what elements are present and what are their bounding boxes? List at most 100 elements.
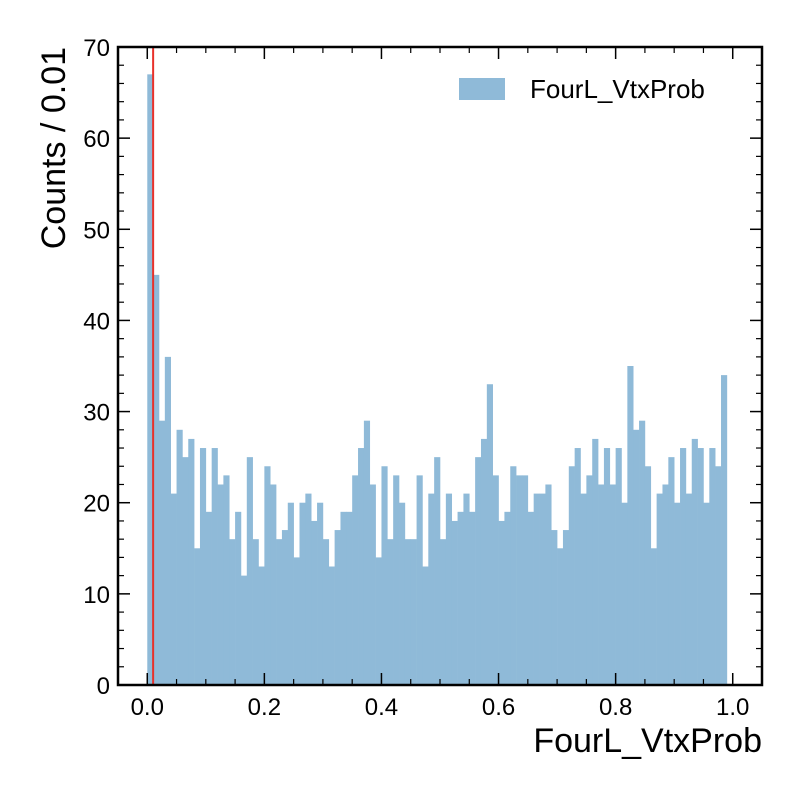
histogram-bar [428, 493, 435, 685]
histogram-bar [609, 484, 616, 685]
x-tick-label: 0.4 [365, 694, 398, 721]
histogram-bar [387, 539, 394, 685]
legend: FourL_VtxProb [459, 74, 705, 104]
histogram-bar [293, 557, 300, 685]
histogram-bar [393, 475, 400, 685]
histogram-bar [504, 511, 511, 685]
y-tick-label: 10 [83, 582, 110, 609]
histogram-bar [170, 493, 177, 685]
histogram-bar [621, 502, 628, 685]
histogram-bar [246, 457, 253, 685]
x-tick-label: 0.0 [131, 694, 164, 721]
histogram-bar [217, 484, 224, 685]
y-tick-label: 40 [83, 308, 110, 335]
x-tick-label: 0.2 [248, 694, 281, 721]
y-tick-label: 50 [83, 217, 110, 244]
histogram-bar [240, 575, 248, 685]
x-tick-label: 0.8 [599, 694, 632, 721]
histogram-bar [281, 530, 289, 685]
histogram-bar [235, 511, 242, 685]
histogram-bar [381, 466, 388, 685]
histogram-bar [369, 484, 376, 685]
y-tick-label: 20 [83, 491, 110, 518]
histogram-bar [521, 475, 529, 685]
histogram-bar [551, 530, 558, 685]
histogram-bar [650, 548, 657, 685]
histogram-bar [615, 448, 622, 685]
x-axis-label: FourL_VtxProb [533, 722, 762, 760]
histogram-bar [147, 74, 154, 686]
x-tick-label: 0.6 [482, 694, 515, 721]
histogram-bar [299, 502, 306, 685]
histogram-bar [457, 511, 464, 685]
histogram-bars [147, 74, 728, 686]
histogram-bar [158, 420, 166, 685]
histogram-bar [188, 438, 195, 685]
legend-label: FourL_VtxProb [530, 74, 705, 104]
histogram-bar [539, 493, 546, 685]
histogram-bar [176, 429, 183, 685]
histogram-bar [422, 566, 429, 685]
histogram-bar [346, 511, 353, 685]
histogram-bar [223, 475, 230, 685]
histogram-bar [270, 484, 277, 685]
histogram-bar [557, 548, 564, 685]
histogram-bar [363, 420, 371, 685]
histogram-bar [721, 375, 728, 685]
histogram-bar [598, 484, 605, 685]
histogram-bar [480, 438, 488, 685]
histogram-bar [317, 502, 324, 685]
histogram-bar [258, 566, 265, 685]
histogram-bar [410, 539, 417, 685]
histogram-bar [685, 493, 693, 685]
histogram-bar [627, 366, 634, 685]
histogram-bar [486, 384, 493, 685]
histogram-bar [229, 539, 236, 685]
histogram-bar [680, 448, 687, 685]
histogram-bar [287, 502, 294, 685]
histogram-bar [574, 448, 581, 685]
histogram-bar [510, 466, 517, 685]
y-axis-label: Counts / 0.01 [35, 47, 73, 249]
histogram-bar [276, 539, 283, 685]
histogram-bar [305, 493, 312, 685]
histogram-bar [164, 356, 171, 685]
histogram-bar [399, 502, 406, 685]
histogram-bar [586, 475, 593, 685]
histogram-bar [205, 511, 212, 685]
histogram-bar [674, 502, 681, 685]
histogram-bar [709, 448, 716, 685]
histogram-bar [562, 530, 570, 685]
y-tick-label: 0 [97, 673, 110, 700]
histogram-bar [434, 457, 441, 685]
histogram-bar [451, 520, 458, 685]
x-tick-label: 1.0 [716, 694, 749, 721]
histogram-bar [416, 475, 423, 685]
histogram-bar [668, 457, 675, 685]
histogram-bar [358, 448, 365, 685]
histogram-bar [527, 511, 534, 685]
histogram-bar [703, 502, 710, 685]
histogram-bar [662, 484, 669, 685]
histogram-bar [533, 493, 540, 685]
histogram-bar [639, 420, 646, 685]
histogram-bar [568, 466, 575, 685]
histogram-bar [592, 438, 599, 685]
histogram-bar [153, 274, 160, 685]
histogram-bar [656, 493, 663, 685]
histogram-bar [580, 493, 587, 685]
histogram-bar [715, 466, 722, 685]
histogram-bar [199, 448, 207, 685]
y-tick-label: 70 [83, 35, 110, 62]
histogram-bar [697, 448, 704, 685]
tick-labels: 0.0 0.2 0.4 0.6 0.8 1.0 0 10 20 30 40 50 60 70 [83, 35, 749, 721]
histogram-bar [194, 548, 201, 685]
histogram-bar [492, 475, 499, 685]
histogram-bar [498, 520, 505, 685]
histogram-bar [264, 466, 271, 685]
histogram-bar [644, 466, 652, 685]
histogram-bar [445, 493, 453, 685]
histogram-bar [182, 457, 189, 685]
